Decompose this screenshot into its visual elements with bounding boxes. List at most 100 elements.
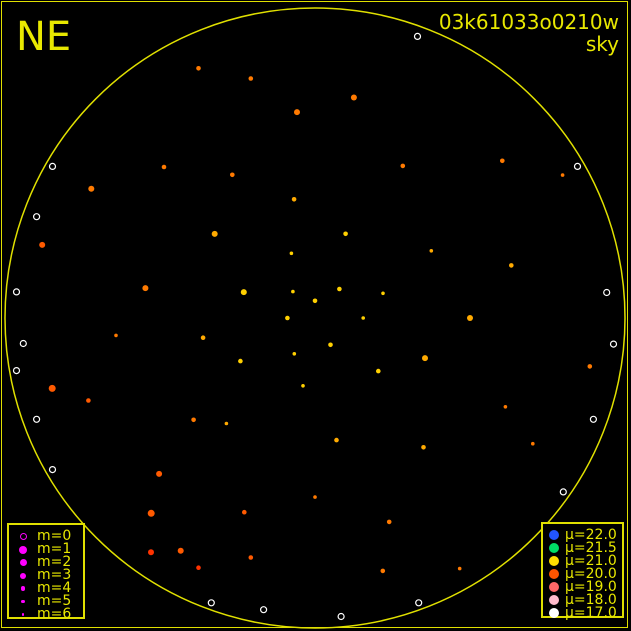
mu-label: μ=21.0: [565, 553, 617, 569]
star-point: [380, 568, 386, 574]
star-point: [376, 368, 381, 374]
star-point: [559, 488, 567, 496]
star-point: [114, 333, 118, 338]
star-point: [230, 172, 235, 178]
mu-legend-item: μ=20.0: [543, 567, 622, 581]
mu-color-swatch-icon: [549, 530, 559, 540]
direction-label: NE: [16, 14, 72, 60]
star-point: [200, 335, 206, 341]
magnitude-marker-icon: [19, 559, 27, 566]
mu-legend-item: μ=18.0: [543, 592, 622, 608]
magnitude-marker-icon: [19, 545, 27, 554]
magnitude-label: m=2: [37, 554, 72, 570]
star-point: [343, 231, 348, 237]
star-point: [312, 298, 318, 304]
star-point: [421, 445, 426, 450]
star-point: [337, 612, 345, 621]
mu-color-swatch-icon: [549, 595, 559, 605]
star-point: [573, 162, 582, 170]
star-point: [503, 405, 508, 409]
magnitude-label: m=5: [37, 593, 72, 609]
star-point: [240, 289, 247, 296]
magnitude-marker-icon: [20, 572, 26, 579]
star-point: [381, 291, 385, 296]
star-point: [32, 415, 41, 423]
star-point: [500, 158, 505, 164]
mu-legend-item: μ=17.0: [543, 605, 622, 621]
mu-legend-item: μ=19.0: [543, 579, 622, 595]
mu-color-swatch-icon: [549, 543, 559, 553]
star-point: [48, 384, 56, 392]
star-point: [457, 566, 462, 571]
magnitude-legend-item: m=2: [9, 554, 83, 570]
mu-label: μ=18.0: [565, 592, 617, 608]
magnitude-legend-item: m=0: [9, 528, 83, 544]
star-point: [177, 547, 184, 554]
star-point: [415, 599, 423, 607]
star-point: [609, 340, 618, 348]
star-point: [292, 352, 297, 356]
mu-legend-item: μ=22.0: [543, 528, 622, 542]
star-point: [328, 342, 333, 348]
star-point: [196, 565, 201, 570]
magnitude-marker-icon: [21, 613, 25, 616]
mu-legend: μ=22.0 μ=21.5 μ=21.0 μ=20.0 μ=19.0 μ=18.0 μ=17…: [541, 522, 624, 621]
star-point: [289, 251, 294, 256]
magnitude-legend-item: m=3: [9, 567, 83, 583]
star-point: [12, 367, 21, 375]
mu-legend-item: μ=21.5: [543, 541, 622, 555]
mu-label: μ=19.0: [565, 579, 617, 595]
star-point: [88, 185, 95, 192]
magnitude-legend-item: m=5: [9, 593, 83, 609]
star-point: [560, 173, 565, 177]
mu-color-swatch-icon: [549, 569, 559, 579]
star-point: [587, 364, 593, 369]
magnitude-marker-icon: [21, 599, 25, 604]
mu-legend-item: μ=21.0: [543, 553, 622, 569]
star-point: [429, 249, 434, 253]
star-point: [147, 509, 155, 517]
mu-label: μ=17.0: [565, 605, 617, 621]
mu-color-swatch-icon: [549, 556, 559, 566]
star-point: [196, 66, 201, 71]
star-point: [291, 197, 297, 202]
star-point: [603, 288, 611, 297]
magnitude-legend-item: m=1: [9, 541, 83, 557]
star-point: [156, 470, 163, 477]
star-point: [19, 339, 27, 348]
star-point: [301, 384, 305, 388]
mu-color-swatch-icon: [549, 582, 559, 592]
star-point: [161, 164, 167, 170]
magnitude-legend: m=0 m=1 m=2 m=3 m=4 m=5 m=6: [7, 523, 85, 622]
star-point: [294, 109, 300, 116]
magnitude-label: m=4: [37, 580, 72, 596]
star-point: [12, 288, 21, 296]
magnitude-marker-icon: [19, 533, 27, 540]
star-point: [509, 263, 514, 268]
star-point: [361, 316, 366, 320]
star-point: [422, 355, 428, 362]
star-point: [211, 230, 218, 237]
star-point: [86, 398, 91, 403]
star-point: [248, 555, 254, 560]
star-point: [285, 315, 290, 321]
magnitude-label: m=6: [37, 606, 72, 622]
frame-id: 03k61033o0210w: [438, 10, 619, 34]
magnitude-label: m=1: [37, 541, 72, 557]
magnitude-legend-item: m=4: [9, 580, 83, 596]
star-point: [242, 509, 247, 515]
star-point: [248, 76, 254, 81]
star-point: [350, 94, 357, 101]
magnitude-label: m=0: [37, 528, 72, 544]
magnitude-legend-item: m=6: [9, 606, 83, 622]
star-point: [589, 415, 598, 423]
star-point: [313, 495, 317, 499]
star-point: [238, 358, 243, 364]
star-point: [386, 519, 392, 525]
star-point: [148, 549, 154, 556]
magnitude-label: m=3: [37, 567, 72, 583]
star-point: [400, 163, 406, 169]
star-point: [32, 213, 41, 221]
star-point: [224, 421, 229, 426]
